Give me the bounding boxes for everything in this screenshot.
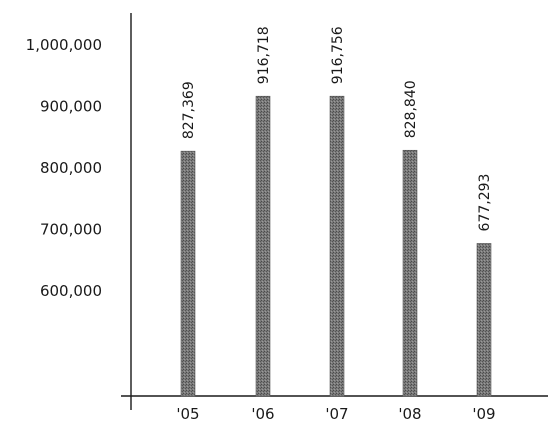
y-axis-ticks: 600,000 700,000 800,000 900,000 1,000,000 bbox=[26, 36, 102, 300]
data-label: 916,756 bbox=[330, 26, 346, 84]
x-axis-ticks: '05 '06 '07 '08 '09 bbox=[176, 405, 495, 423]
data-label: 916,718 bbox=[256, 26, 272, 84]
bar bbox=[402, 149, 418, 397]
data-label: 677,293 bbox=[477, 174, 493, 232]
x-tick-label: '09 bbox=[472, 405, 495, 423]
y-tick-label: 700,000 bbox=[40, 221, 102, 239]
bar bbox=[329, 95, 345, 397]
data-labels: 827,369 916,718 916,756 828,840 677,293 bbox=[181, 26, 493, 231]
x-tick-label: '07 bbox=[325, 405, 348, 423]
x-tick-label: '06 bbox=[251, 405, 274, 423]
bars bbox=[180, 95, 492, 397]
data-label: 828,840 bbox=[403, 80, 419, 138]
y-tick-label: 900,000 bbox=[40, 98, 102, 116]
x-tick-label: '05 bbox=[176, 405, 199, 423]
bar bbox=[476, 243, 492, 397]
y-tick-label: 800,000 bbox=[40, 159, 102, 177]
bar bbox=[255, 95, 271, 397]
bar bbox=[180, 150, 196, 397]
y-tick-label: 1,000,000 bbox=[26, 36, 102, 54]
data-label: 827,369 bbox=[181, 81, 197, 139]
y-tick-label: 600,000 bbox=[40, 282, 102, 300]
x-tick-label: '08 bbox=[398, 405, 421, 423]
